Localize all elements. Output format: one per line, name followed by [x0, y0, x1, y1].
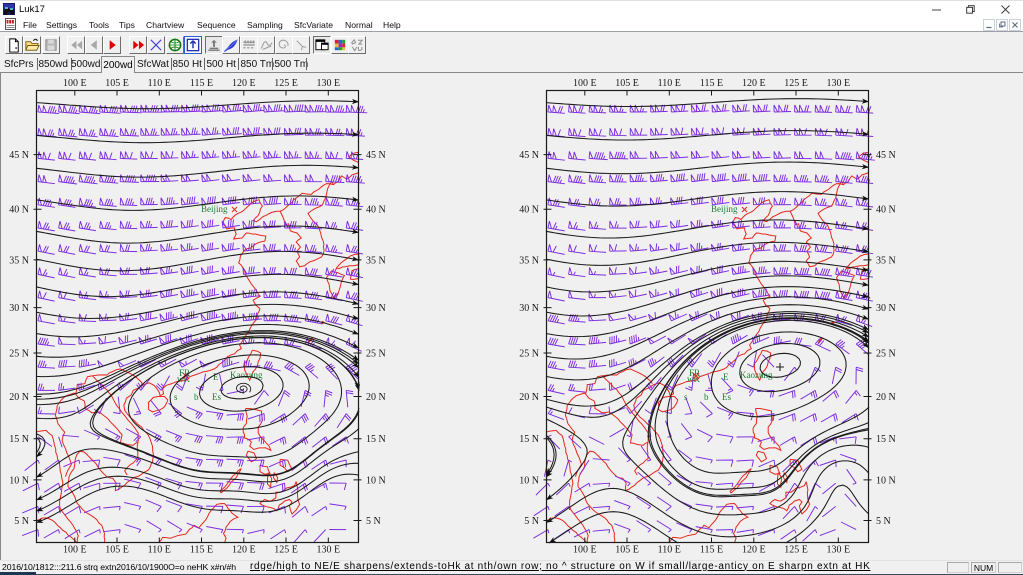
svg-text:105 E: 105 E — [615, 78, 639, 89]
svg-text:30 N: 30 N — [9, 303, 29, 314]
svg-text:10 N: 10 N — [876, 475, 896, 486]
svg-text:b: b — [194, 392, 199, 402]
svg-text:110 E: 110 E — [658, 545, 681, 556]
svg-text:120 E: 120 E — [742, 545, 766, 556]
svg-text:Kaozung: Kaozung — [230, 370, 263, 380]
svg-text:15 N: 15 N — [876, 434, 896, 445]
svg-text:40 N: 40 N — [9, 205, 29, 216]
svg-text:35 N: 35 N — [9, 255, 29, 266]
svg-text:5 N: 5 N — [366, 516, 381, 527]
svg-text:25 N: 25 N — [9, 349, 29, 360]
svg-text:FR: FR — [179, 368, 190, 378]
svg-text:15 N: 15 N — [519, 434, 539, 445]
svg-text:b: b — [704, 392, 709, 402]
svg-text:100 E: 100 E — [63, 545, 87, 556]
svg-text:15 N: 15 N — [366, 434, 386, 445]
svg-text:105 E: 105 E — [105, 78, 129, 89]
svg-text:40 N: 40 N — [519, 205, 539, 216]
svg-text:E: E — [723, 372, 729, 382]
svg-text:115 E: 115 E — [190, 545, 213, 556]
svg-text:25 N: 25 N — [366, 349, 386, 360]
svg-text:20 N: 20 N — [876, 392, 896, 403]
svg-text:105 E: 105 E — [615, 545, 639, 556]
svg-text:130 E: 130 E — [826, 78, 850, 89]
svg-text:35 N: 35 N — [876, 255, 896, 266]
svg-text:35 N: 35 N — [366, 255, 386, 266]
svg-text:130 E: 130 E — [316, 545, 340, 556]
svg-text:10 N: 10 N — [9, 475, 29, 486]
svg-text:120 E: 120 E — [232, 545, 256, 556]
svg-text:5 N: 5 N — [14, 516, 29, 527]
svg-text:100 E: 100 E — [573, 545, 597, 556]
svg-text:120 E: 120 E — [742, 78, 766, 89]
svg-text:45 N: 45 N — [9, 150, 29, 161]
svg-text:125 E: 125 E — [784, 78, 808, 89]
svg-text:E: E — [213, 372, 219, 382]
svg-text:125 E: 125 E — [274, 545, 298, 556]
svg-text:15 N: 15 N — [9, 434, 29, 445]
svg-text:45 N: 45 N — [876, 150, 896, 161]
svg-text:110 E: 110 E — [148, 78, 171, 89]
svg-text:130 E: 130 E — [826, 545, 850, 556]
svg-text:20 N: 20 N — [366, 392, 386, 403]
svg-text:25 N: 25 N — [876, 349, 896, 360]
svg-text:130 E: 130 E — [316, 78, 340, 89]
svg-text:125 E: 125 E — [274, 78, 298, 89]
svg-text:Beijing: Beijing — [201, 204, 228, 214]
svg-text:10 N: 10 N — [519, 475, 539, 486]
svg-text:Beijing: Beijing — [711, 204, 738, 214]
svg-text:30 N: 30 N — [519, 303, 539, 314]
svg-text:25 N: 25 N — [519, 349, 539, 360]
svg-text:35 N: 35 N — [519, 255, 539, 266]
svg-text:20 N: 20 N — [9, 392, 29, 403]
svg-text:115 E: 115 E — [190, 78, 213, 89]
svg-text:40 N: 40 N — [876, 205, 896, 216]
svg-text:s: s — [684, 392, 688, 402]
svg-text:s: s — [174, 392, 178, 402]
svg-text:100 E: 100 E — [573, 78, 597, 89]
svg-text:5 N: 5 N — [524, 516, 539, 527]
svg-text:40 N: 40 N — [366, 205, 386, 216]
svg-text:115 E: 115 E — [700, 78, 723, 89]
svg-text:115 E: 115 E — [700, 545, 723, 556]
svg-text:30 N: 30 N — [366, 303, 386, 314]
svg-text:Es: Es — [722, 392, 731, 402]
svg-text:FR: FR — [689, 368, 700, 378]
svg-text:45 N: 45 N — [519, 150, 539, 161]
svg-text:30 N: 30 N — [876, 303, 896, 314]
svg-text:Kaozung: Kaozung — [740, 370, 773, 380]
svg-text:45 N: 45 N — [366, 150, 386, 161]
svg-text:110 E: 110 E — [658, 78, 681, 89]
svg-text:5 N: 5 N — [876, 516, 891, 527]
svg-text:120 E: 120 E — [232, 78, 256, 89]
svg-text:105 E: 105 E — [105, 545, 129, 556]
svg-text:100 E: 100 E — [63, 78, 87, 89]
svg-text:20 N: 20 N — [519, 392, 539, 403]
svg-text:110 E: 110 E — [148, 545, 171, 556]
svg-text:Es: Es — [212, 392, 221, 402]
svg-text:125 E: 125 E — [784, 545, 808, 556]
svg-text:10 N: 10 N — [366, 475, 386, 486]
